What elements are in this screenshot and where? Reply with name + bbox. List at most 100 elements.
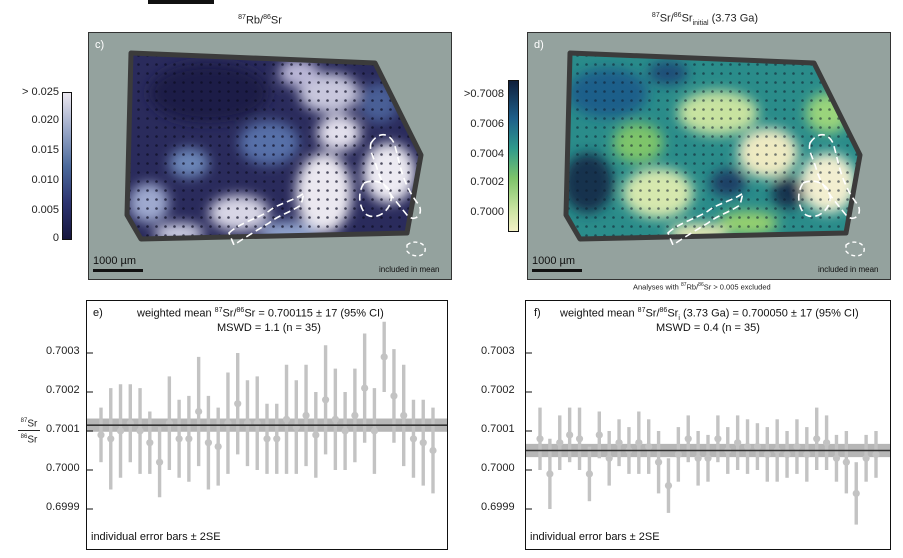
data-point: [136, 427, 144, 435]
data-point: [763, 450, 771, 458]
right-colorbar-tick: 0.7002: [470, 176, 504, 188]
data-point: [204, 439, 213, 447]
plot-f-ytick: 0.6999: [481, 501, 515, 513]
data-point: [615, 439, 623, 447]
plot-e-ylabel: 87Sr 86Sr: [16, 416, 42, 446]
data-point: [635, 439, 643, 447]
right-colorbar: [508, 80, 519, 232]
left-colorbar-tick: 0.005: [31, 204, 59, 216]
data-point: [302, 411, 310, 419]
data-point: [684, 435, 692, 443]
plot-e: e) weighted mean 87Sr/86Sr = 0.700115 ± …: [86, 300, 448, 550]
data-point: [195, 407, 203, 416]
data-point: [645, 443, 653, 451]
left-map-title: 87Rb/86Sr: [238, 14, 282, 27]
left-map-image: [89, 33, 451, 279]
data-point: [694, 454, 702, 462]
data-point: [852, 489, 860, 497]
data-point: [872, 450, 880, 458]
top-bar-fragment: [148, 0, 214, 4]
data-point: [331, 415, 339, 423]
data-point: [862, 454, 870, 462]
data-point: [282, 415, 291, 423]
plot-f-ytick: 0.7003: [481, 345, 515, 357]
data-point: [793, 443, 801, 451]
data-point: [361, 384, 369, 392]
data-point: [674, 450, 682, 458]
left-colorbar-tick: 0.010: [31, 174, 59, 186]
right-map-title: 87Sr/86Srinitial (3.73 Ga): [651, 12, 759, 27]
plot-e-ytick: 0.7001: [46, 423, 80, 435]
data-point: [234, 400, 242, 408]
data-point: [312, 431, 320, 439]
plot-f-footer: individual error bars ± 2SE: [530, 531, 660, 543]
data-point: [714, 435, 722, 443]
left-colorbar-tick: 0.015: [31, 144, 59, 156]
plot-e-ytick: 0.6999: [46, 501, 80, 513]
data-point: [380, 353, 388, 361]
right-map: d) 1000 µm included in mean: [527, 32, 891, 280]
left-colorbar-tick: > 0.025: [21, 86, 59, 98]
right-colorbar-tick: 0.7006: [470, 118, 504, 130]
left-map: c) 1000 µm included in mean: [88, 32, 452, 280]
plot-e-svg: [87, 321, 447, 510]
plot-f-ytick: 0.7002: [481, 384, 515, 396]
data-point: [832, 454, 841, 462]
data-point: [595, 431, 603, 439]
left-colorbar-tick: 0.020: [31, 114, 59, 126]
left-scale-bar-label: 1000 µm: [93, 255, 137, 267]
right-panel-label: d): [534, 39, 544, 51]
data-point: [743, 443, 752, 451]
plot-e-annotation-line1: weighted mean 87Sr/86Sr = 0.700115 ± 17 …: [137, 307, 384, 320]
exclusion-note: Analyses with 87Rb/86Sr > 0.005 excluded: [633, 282, 771, 292]
left-panel-label: c): [95, 39, 105, 51]
left-legend-dash-icon: [406, 241, 426, 257]
data-point: [273, 435, 281, 443]
plot-f-ytick: 0.7001: [481, 423, 515, 435]
plot-e-ytick: 0.7002: [46, 384, 80, 396]
left-colorbar-tick: 0: [52, 232, 59, 244]
data-point: [155, 458, 164, 466]
right-map-image: [528, 33, 890, 279]
data-point: [813, 435, 821, 443]
plot-f-ytick: 0.7000: [481, 462, 515, 474]
data-point: [605, 454, 613, 462]
ylabel-denominator: 86Sr: [20, 434, 38, 446]
data-point: [351, 411, 359, 419]
data-point: [566, 431, 574, 439]
data-point: [97, 431, 105, 439]
data-point: [419, 439, 427, 447]
data-point: [822, 439, 831, 447]
left-legend-text: included in mean: [379, 265, 440, 274]
data-point: [321, 396, 330, 404]
right-colorbar-tick: >0.7008: [463, 88, 504, 100]
plot-e-ytick: 0.7003: [46, 345, 80, 357]
data-point: [803, 450, 811, 458]
plot-f-annotation-line1: weighted mean 87Sr/86Sri (3.73 Ga) = 0.7…: [560, 307, 859, 322]
left-colorbar: [62, 92, 72, 240]
data-point: [654, 458, 663, 466]
data-point: [664, 482, 673, 490]
right-legend-text: included in mean: [818, 265, 879, 274]
data-point: [263, 435, 271, 443]
right-colorbar-tick: 0.7004: [470, 148, 504, 160]
data-point: [556, 439, 564, 447]
data-point: [175, 435, 183, 443]
plot-f: f) weighted mean 87Sr/86Sri (3.73 Ga) = …: [525, 300, 891, 550]
data-point: [400, 411, 408, 419]
data-point: [536, 435, 544, 443]
data-point: [185, 435, 193, 443]
data-point: [546, 470, 554, 478]
data-point: [370, 427, 379, 435]
ylabel-numerator: 87Sr: [20, 418, 38, 430]
plot-f-panel-label: f): [534, 307, 541, 319]
data-point: [341, 427, 349, 435]
data-point: [409, 435, 418, 443]
right-scale-bar-label: 1000 µm: [532, 255, 576, 267]
plot-e-panel-label: e): [93, 307, 103, 319]
data-point: [734, 439, 742, 447]
plot-e-ytick: 0.7000: [46, 462, 80, 474]
right-colorbar-tick: 0.7000: [470, 206, 504, 218]
data-point: [146, 439, 154, 447]
data-point: [704, 454, 712, 462]
